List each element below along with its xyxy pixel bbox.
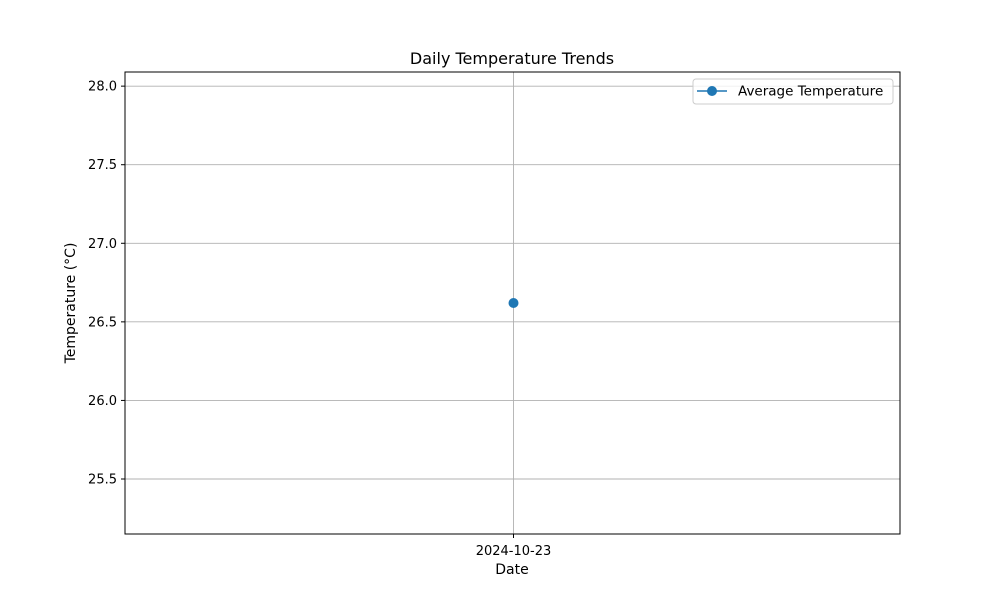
- y-axis: 25.5 26.0 26.5 27.0 27.5 28.0: [88, 80, 125, 488]
- y-tick-label: 25.5: [88, 473, 117, 488]
- x-tick-label: 2024-10-23: [476, 544, 552, 559]
- series-layer: [508, 298, 519, 308]
- legend-marker-swatch: [707, 86, 717, 96]
- x-axis: 2024-10-23: [476, 534, 552, 559]
- y-tick-label: 27.5: [88, 158, 117, 173]
- y-tick-label: 27.0: [88, 237, 117, 252]
- legend: Average Temperature: [692, 78, 894, 105]
- x-axis-label: Date: [495, 562, 528, 578]
- y-tick-label: 26.5: [88, 315, 117, 330]
- chart-title: Daily Temperature Trends: [410, 49, 614, 68]
- y-axis-label: Temperature (°C): [63, 243, 79, 365]
- legend-frame: [692, 78, 894, 105]
- plot-frame: [124, 71, 901, 535]
- y-tick-label: 26.0: [88, 394, 117, 409]
- data-point-2024-10-23: [508, 298, 519, 308]
- y-tick-label: 28.0: [88, 80, 117, 95]
- legend-label-average-temperature: Average Temperature: [738, 84, 883, 100]
